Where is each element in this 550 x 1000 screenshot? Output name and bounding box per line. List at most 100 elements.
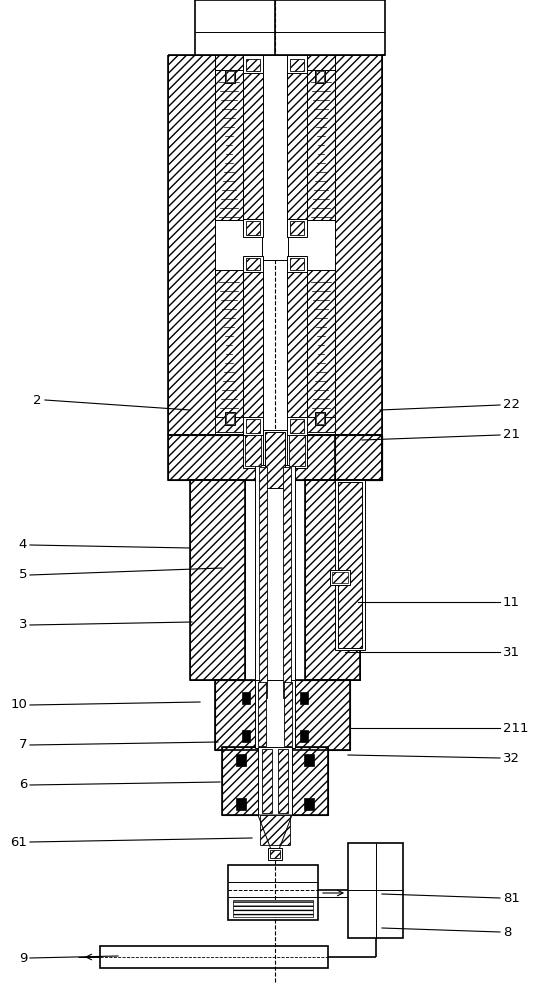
Bar [243, 270, 263, 420]
Bar [287, 417, 307, 435]
Bar [287, 219, 307, 237]
Bar [222, 747, 328, 815]
Bar [284, 682, 292, 746]
Bar [245, 435, 261, 466]
Bar [316, 413, 324, 424]
Bar [262, 749, 272, 813]
Bar [305, 480, 360, 680]
Bar [287, 270, 307, 420]
Bar [305, 480, 360, 680]
Bar [335, 55, 382, 435]
Bar [215, 55, 243, 70]
Text: 2: 2 [34, 393, 42, 406]
Bar [278, 749, 288, 813]
Bar [290, 258, 304, 270]
Bar [316, 71, 324, 82]
Bar [255, 465, 295, 700]
Bar [215, 417, 243, 432]
Bar [168, 435, 382, 480]
Bar [259, 467, 267, 698]
Bar [168, 55, 215, 435]
Bar [260, 815, 290, 845]
Bar [290, 59, 304, 71]
Bar [222, 747, 328, 815]
Bar [335, 435, 382, 480]
Bar [270, 850, 280, 858]
Polygon shape [258, 815, 292, 852]
Bar [287, 256, 307, 272]
Bar [255, 680, 295, 748]
Bar [190, 480, 245, 680]
Bar [225, 412, 235, 425]
Text: 10: 10 [10, 698, 27, 712]
Text: 3: 3 [19, 618, 27, 632]
Bar [233, 900, 313, 917]
Bar [243, 219, 263, 237]
Bar [243, 55, 263, 73]
Bar [243, 256, 263, 272]
Text: 4: 4 [19, 538, 27, 552]
Bar [243, 70, 263, 220]
Bar [262, 430, 288, 490]
Text: 5: 5 [19, 568, 27, 582]
Text: 9: 9 [19, 952, 27, 964]
Bar [262, 55, 288, 260]
Bar [195, 0, 385, 55]
Bar [307, 270, 335, 420]
Bar [215, 55, 243, 70]
Bar [335, 435, 382, 480]
Bar [307, 270, 335, 420]
Text: 61: 61 [10, 836, 27, 848]
Text: 8: 8 [503, 926, 512, 938]
Bar [215, 70, 243, 220]
Bar [236, 798, 246, 810]
Bar [289, 435, 305, 466]
Bar [332, 572, 348, 583]
Bar [246, 258, 260, 270]
Bar [287, 270, 307, 420]
Bar [307, 70, 335, 220]
Bar [290, 221, 304, 235]
Bar [315, 412, 325, 425]
Bar [215, 270, 243, 420]
Bar [226, 413, 234, 424]
Bar [330, 570, 350, 585]
Bar [307, 70, 335, 220]
Text: 32: 32 [503, 752, 520, 764]
Bar [246, 59, 260, 71]
Bar [215, 417, 243, 432]
Text: 31: 31 [503, 646, 520, 658]
Bar [242, 730, 250, 742]
Bar [215, 270, 243, 420]
Bar [338, 482, 362, 648]
Bar [304, 798, 314, 810]
Bar [100, 946, 328, 968]
Bar [307, 417, 335, 432]
Bar [307, 417, 335, 432]
Bar [300, 692, 308, 704]
Text: 81: 81 [503, 892, 520, 904]
Bar [307, 55, 335, 70]
Bar [268, 848, 282, 860]
Bar [246, 419, 260, 433]
Text: 6: 6 [19, 778, 27, 792]
Bar [246, 221, 260, 235]
Bar [168, 435, 382, 480]
Bar [225, 70, 235, 83]
Bar [243, 270, 263, 420]
Bar [287, 433, 307, 468]
Bar [304, 754, 314, 766]
Bar [215, 680, 350, 750]
Bar [243, 433, 263, 468]
Bar [283, 467, 291, 698]
Bar [243, 417, 263, 435]
Bar [242, 692, 250, 704]
Text: 7: 7 [19, 738, 27, 752]
Bar [265, 432, 285, 488]
Bar [258, 682, 266, 746]
Bar [287, 70, 307, 220]
Bar [236, 754, 246, 766]
Bar [215, 680, 350, 750]
Bar [287, 55, 307, 73]
Bar [307, 55, 335, 70]
